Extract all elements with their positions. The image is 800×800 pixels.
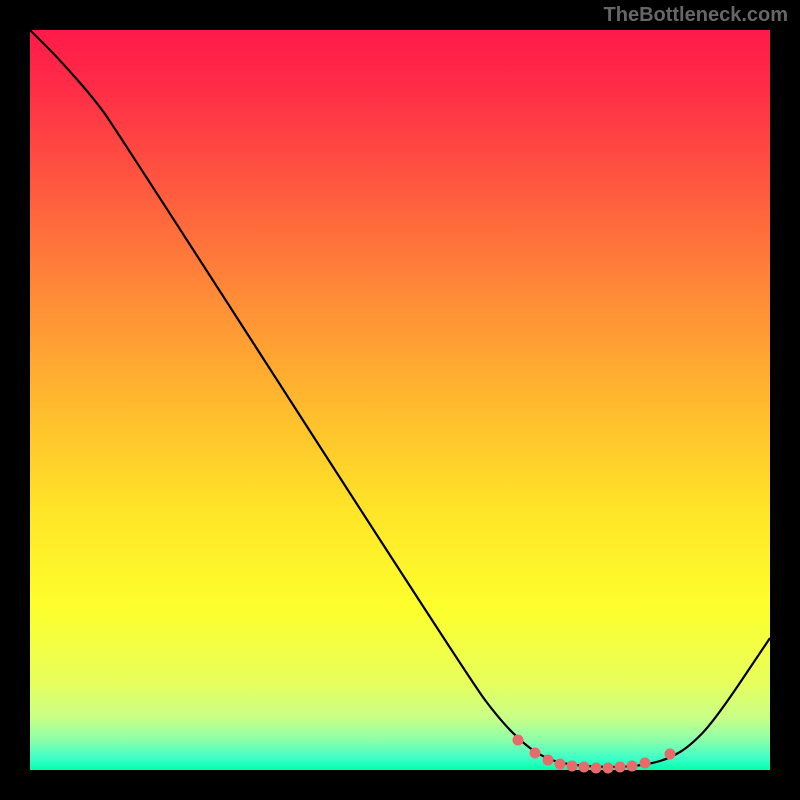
plot-background (30, 30, 770, 770)
marker-dot (530, 748, 540, 758)
marker-dot (579, 762, 589, 772)
watermark-text: TheBottleneck.com (604, 4, 788, 27)
chart-container: TheBottleneck.com (0, 0, 800, 800)
marker-dot (543, 755, 553, 765)
marker-dot (665, 749, 675, 759)
marker-dot (603, 763, 613, 773)
marker-dot (555, 759, 565, 769)
bottleneck-chart (0, 0, 800, 800)
marker-dot (627, 761, 637, 771)
marker-dot (513, 735, 523, 745)
marker-dot (591, 763, 601, 773)
marker-dot (615, 762, 625, 772)
marker-dot (640, 758, 650, 768)
marker-dot (567, 761, 577, 771)
